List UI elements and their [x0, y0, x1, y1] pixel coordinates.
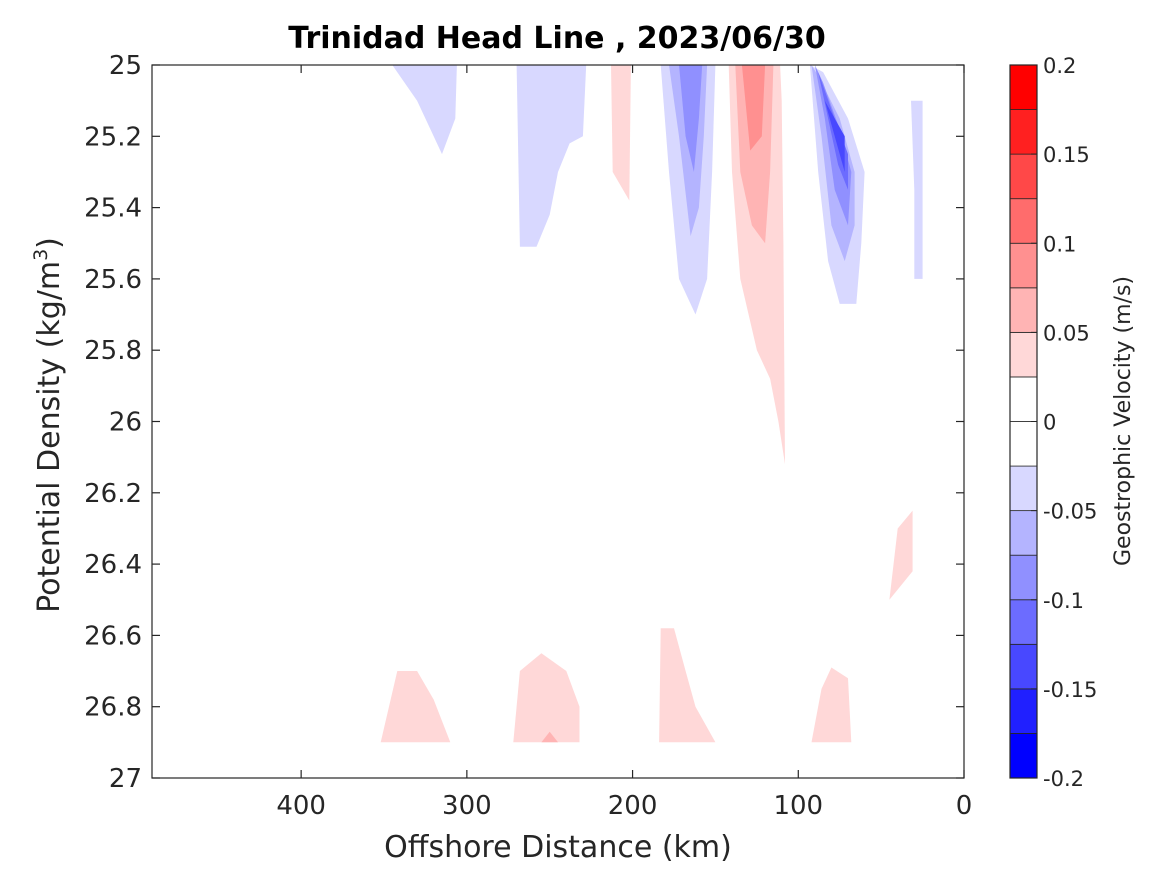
y-tick-label: 25.6 [84, 265, 142, 295]
contour-region-3 [516, 65, 587, 247]
colorbar-tick-label: 0.2 [1043, 54, 1076, 78]
colorbar-tick-label: 0.1 [1043, 232, 1076, 256]
colorbar-tick-label: -0.2 [1043, 767, 1084, 791]
y-tick-label: 26.2 [84, 479, 142, 509]
contour-region-25 [745, 685, 795, 743]
y-axis-label-text: Potential Density (kg/m [32, 261, 67, 613]
y-tick-label: 25.8 [84, 336, 142, 366]
y-axis-label: Potential Density (kg/m3) [30, 237, 67, 613]
colorbar-band-12 [1009, 198, 1038, 244]
colorbar-tick-label: 0 [1043, 411, 1056, 435]
y-axis-ticks: 25 25.2 25.4 25.6 25.8 26 26.2 26.4 26.6 26.8 27 [84, 51, 964, 794]
contour-region-16 [818, 72, 848, 190]
colorbar-tick-label: -0.15 [1043, 678, 1097, 702]
contour-region-1 [392, 65, 457, 155]
x-tick-label: 100 [773, 791, 823, 821]
contour-region-20 [380, 671, 451, 743]
contour-region-8 [679, 65, 703, 172]
y-tick-label: 26 [109, 408, 142, 438]
colorbar-band-10 [1009, 287, 1038, 333]
x-tick-label: 300 [442, 791, 492, 821]
y-tick-label: 27 [109, 764, 142, 794]
colorbar-ticks: -0.2 -0.15 -0.1 -0.05 0 0.05 0.1 0.15 0.2 [1031, 54, 1097, 791]
y-tick-label: 26.8 [84, 693, 142, 723]
y-tick-label: 25.2 [84, 122, 142, 152]
contour-region-23 [607, 706, 633, 743]
y-tick-label: 25 [109, 51, 142, 81]
chart-title: Trinidad Head Line , 2023/06/30 [288, 21, 825, 56]
contour-region-21 [513, 653, 580, 743]
colorbar-band-8 [1009, 376, 1038, 422]
x-tick-label: 200 [608, 791, 658, 821]
y-axis-label-end: ) [32, 237, 67, 249]
contour-region-4 [611, 65, 631, 201]
x-axis-ticks: 400 300 200 100 0 [276, 65, 972, 821]
y-axis-label-sup: 3 [30, 249, 52, 261]
colorbar-band-15 [1009, 64, 1038, 110]
colorbar-band-2 [1009, 643, 1038, 690]
colorbar-label: Geostrophic Velocity (m/s) [1111, 276, 1136, 566]
colorbar-tick-label: -0.05 [1043, 500, 1097, 524]
contour-region-24 [659, 628, 716, 743]
colorbar-band-5 [1009, 510, 1038, 556]
colorbar-band-7 [1009, 421, 1038, 467]
colorbar-band-11 [1009, 242, 1038, 289]
colorbar-band-9 [1009, 331, 1038, 378]
y-tick-label: 25.4 [84, 194, 142, 224]
contour-region-10 [735, 65, 774, 244]
contour-region-19 [889, 510, 913, 600]
y-tick-label: 26.6 [84, 621, 142, 651]
colorbar-band-3 [1009, 599, 1038, 645]
colorbar-band-4 [1009, 554, 1038, 601]
contour-region-11 [741, 65, 766, 151]
x-axis-label: Offshore Distance (km) [384, 830, 732, 865]
colorbar-band-1 [1009, 688, 1038, 734]
contour-region-15 [814, 65, 852, 226]
contour-region-22 [541, 731, 558, 743]
colorbar-band-6 [1009, 465, 1038, 512]
x-tick-label: 0 [956, 791, 973, 821]
contour-region-26 [811, 667, 852, 743]
colorbar-tick-label: -0.1 [1043, 589, 1084, 613]
colorbar-band-13 [1009, 153, 1038, 200]
contour-fills [380, 65, 923, 743]
x-tick-label: 400 [276, 791, 326, 821]
contour-region-18 [911, 100, 923, 279]
colorbar-band-0 [1009, 733, 1038, 779]
colorbar [1009, 64, 1038, 779]
colorbar-band-14 [1009, 109, 1038, 155]
y-tick-label: 26.4 [84, 550, 142, 580]
colorbar-tick-label: 0.05 [1043, 321, 1090, 345]
contour-region-17 [824, 100, 845, 172]
colorbar-tick-label: 0.15 [1043, 143, 1090, 167]
